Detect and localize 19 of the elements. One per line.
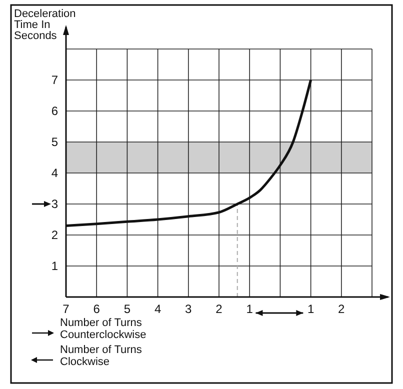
x-tick-label: 4 — [154, 302, 162, 316]
x-tick-label: 7 — [62, 302, 70, 316]
y-tick-label: 2 — [51, 228, 58, 242]
y-tick-label: 4 — [51, 166, 58, 180]
x-tick-label: 2 — [216, 302, 223, 316]
text: Number of Turns Counterclockwise — [60, 317, 146, 341]
y-tick-label: 3 — [51, 197, 58, 211]
y-tick-label: 6 — [51, 104, 58, 118]
y-tick-label: 5 — [51, 135, 58, 149]
x-tick-label: 2 — [338, 302, 346, 316]
x-tick-label: 5 — [124, 302, 131, 316]
y-tick-label: 1 — [51, 259, 58, 273]
x-tick-label: 1 — [246, 302, 254, 316]
x-tick-label: 3 — [185, 302, 192, 316]
y-tick-label: 7 — [51, 73, 58, 87]
text: Number of Turns Clockwise — [60, 344, 142, 368]
x-tick-label: 6 — [93, 302, 100, 316]
x-tick-label: 1 — [307, 302, 314, 316]
y-axis-title: Deceleration Time In Seconds — [14, 8, 76, 42]
